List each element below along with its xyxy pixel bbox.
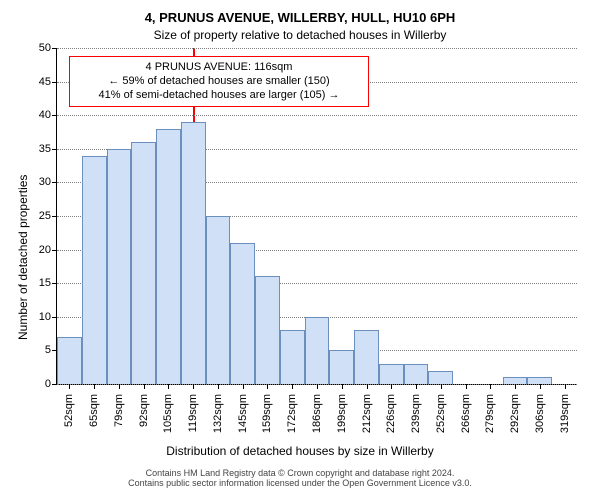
ytick-label: 0 xyxy=(45,378,57,390)
gridline xyxy=(57,48,577,49)
xtick-label: 186sqm xyxy=(311,392,323,433)
xtick-label: 159sqm xyxy=(261,392,273,433)
bar xyxy=(230,243,255,384)
bar xyxy=(428,371,453,384)
xtick-label: 65sqm xyxy=(88,392,100,427)
gridline xyxy=(57,115,577,116)
footer: Contains HM Land Registry data © Crown c… xyxy=(0,468,600,488)
bar xyxy=(82,156,107,384)
bar xyxy=(379,364,404,384)
xtick-label: 132sqm xyxy=(212,392,224,433)
xtick-mark xyxy=(168,384,169,389)
bar xyxy=(527,377,552,384)
xtick-label: 212sqm xyxy=(361,392,373,433)
xtick-mark xyxy=(565,384,566,389)
annotation-line3: 41% of semi-detached houses are larger (… xyxy=(74,89,364,103)
chart-plot-area: 0510152025303540455052sqm65sqm79sqm92sqm… xyxy=(56,48,577,385)
xtick-label: 145sqm xyxy=(237,392,249,433)
xtick-mark xyxy=(317,384,318,389)
annotation-box: 4 PRUNUS AVENUE: 116sqm ← 59% of detache… xyxy=(69,56,369,107)
xtick-mark xyxy=(243,384,244,389)
xtick-mark xyxy=(441,384,442,389)
xtick-label: 172sqm xyxy=(286,392,298,433)
bar xyxy=(57,337,82,384)
ytick-label: 15 xyxy=(39,277,57,289)
xtick-label: 319sqm xyxy=(559,392,571,433)
ytick-label: 20 xyxy=(39,244,57,256)
xtick-mark xyxy=(94,384,95,389)
xtick-mark xyxy=(218,384,219,389)
ytick-label: 35 xyxy=(39,143,57,155)
xtick-label: 292sqm xyxy=(509,392,521,433)
xtick-mark xyxy=(540,384,541,389)
bar xyxy=(181,122,206,384)
footer-line2: Contains public sector information licen… xyxy=(0,478,600,488)
annotation-line1: 4 PRUNUS AVENUE: 116sqm xyxy=(74,61,364,75)
annotation-line2: ← 59% of detached houses are smaller (15… xyxy=(74,75,364,89)
xtick-mark xyxy=(144,384,145,389)
xtick-mark xyxy=(367,384,368,389)
bar xyxy=(131,142,156,384)
ytick-label: 50 xyxy=(39,42,57,54)
xtick-label: 105sqm xyxy=(162,392,174,433)
xtick-mark xyxy=(267,384,268,389)
ytick-label: 45 xyxy=(39,76,57,88)
xtick-label: 79sqm xyxy=(113,392,125,427)
xtick-label: 92sqm xyxy=(138,392,150,427)
xtick-label: 306sqm xyxy=(534,392,546,433)
bar xyxy=(107,149,132,384)
bar xyxy=(255,276,280,384)
xtick-label: 239sqm xyxy=(410,392,422,433)
footer-line1: Contains HM Land Registry data © Crown c… xyxy=(0,468,600,478)
bar xyxy=(206,216,231,384)
ytick-label: 30 xyxy=(39,176,57,188)
xtick-label: 52sqm xyxy=(63,392,75,427)
xtick-label: 226sqm xyxy=(385,392,397,433)
ytick-label: 5 xyxy=(45,344,57,356)
xtick-mark xyxy=(119,384,120,389)
ytick-label: 25 xyxy=(39,210,57,222)
bar xyxy=(404,364,429,384)
xtick-mark xyxy=(69,384,70,389)
xtick-label: 119sqm xyxy=(187,392,199,432)
bar xyxy=(156,129,181,384)
bar xyxy=(503,377,528,384)
xtick-label: 279sqm xyxy=(484,392,496,433)
ytick-label: 40 xyxy=(39,109,57,121)
xtick-mark xyxy=(193,384,194,389)
xtick-label: 252sqm xyxy=(435,392,447,433)
xtick-mark xyxy=(391,384,392,389)
xaxis-title: Distribution of detached houses by size … xyxy=(0,444,600,458)
xtick-mark xyxy=(466,384,467,389)
bar xyxy=(329,350,354,384)
page-title: 4, PRUNUS AVENUE, WILLERBY, HULL, HU10 6… xyxy=(0,10,600,25)
bar xyxy=(305,317,330,384)
xtick-mark xyxy=(490,384,491,389)
xtick-label: 199sqm xyxy=(336,392,348,433)
xtick-mark xyxy=(292,384,293,389)
xtick-mark xyxy=(515,384,516,389)
yaxis-label: Number of detached properties xyxy=(16,175,30,340)
bar xyxy=(280,330,305,384)
xtick-label: 266sqm xyxy=(460,392,472,433)
bar xyxy=(354,330,379,384)
xtick-mark xyxy=(416,384,417,389)
xtick-mark xyxy=(342,384,343,389)
page-subtitle: Size of property relative to detached ho… xyxy=(0,28,600,42)
ytick-label: 10 xyxy=(39,311,57,323)
